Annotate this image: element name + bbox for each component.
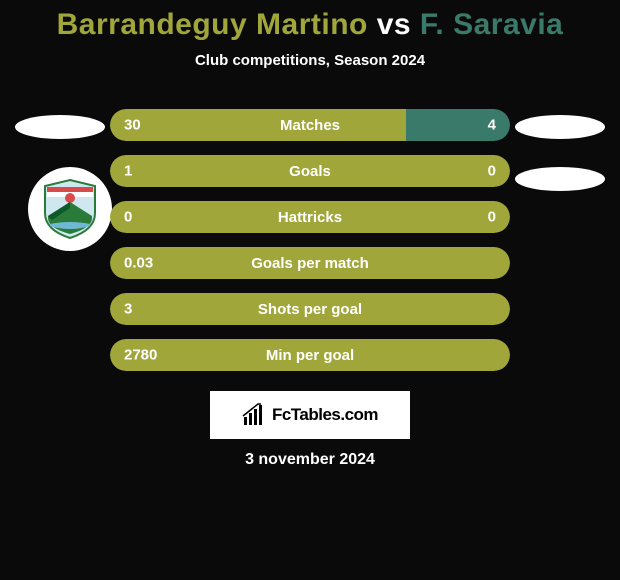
placeholder-ellipse-icon — [15, 115, 105, 139]
player1-name: Barrandeguy Martino — [57, 8, 368, 41]
stat-value-left: 3 — [124, 301, 132, 318]
stat-value-left: 30 — [124, 117, 141, 134]
stat-rows: 30 4 Matches 1 0 Goals 0 0 Hattricks 0.03 Goals pe… — [110, 109, 510, 371]
stat-label: Goals — [289, 163, 331, 180]
stat-row: 1 0 Goals — [110, 155, 510, 187]
stat-row: 0 0 Hattricks — [110, 201, 510, 233]
brand-badge: FcTables.com — [210, 391, 410, 439]
stat-value-left: 0.03 — [124, 255, 153, 272]
stat-row: 30 4 Matches — [110, 109, 510, 141]
page-title: Barrandeguy Martino vs F. Saravia — [0, 8, 620, 42]
vs-text: vs — [377, 8, 411, 41]
shield-icon — [40, 178, 100, 240]
stat-label: Shots per goal — [258, 301, 362, 318]
placeholder-ellipse-icon — [515, 115, 605, 139]
placeholder-ellipse-icon — [515, 167, 605, 191]
stat-label: Hattricks — [278, 209, 342, 226]
stat-row: 2780 Min per goal — [110, 339, 510, 371]
stat-value-left: 2780 — [124, 347, 157, 364]
content: Barrandeguy Martino vs F. Saravia Club c… — [0, 0, 620, 580]
bar-left — [110, 109, 406, 141]
club-badge-icon — [28, 167, 112, 251]
subtitle: Club competitions, Season 2024 — [0, 52, 620, 69]
stat-label: Goals per match — [251, 255, 369, 272]
bar-chart-icon — [242, 403, 266, 427]
player2-name: F. Saravia — [420, 8, 563, 41]
stat-value-left: 1 — [124, 163, 132, 180]
brand-text: FcTables.com — [272, 405, 378, 425]
stat-row: 3 Shots per goal — [110, 293, 510, 325]
stat-value-right: 4 — [488, 117, 496, 134]
date-text: 3 november 2024 — [0, 451, 620, 469]
comparison-panel: 30 4 Matches 1 0 Goals 0 0 Hattricks 0.03 Goals pe… — [0, 109, 620, 469]
stat-row: 0.03 Goals per match — [110, 247, 510, 279]
stat-label: Matches — [280, 117, 340, 134]
stat-value-right: 0 — [488, 209, 496, 226]
stat-value-right: 0 — [488, 163, 496, 180]
stat-label: Min per goal — [266, 347, 354, 364]
stat-value-left: 0 — [124, 209, 132, 226]
